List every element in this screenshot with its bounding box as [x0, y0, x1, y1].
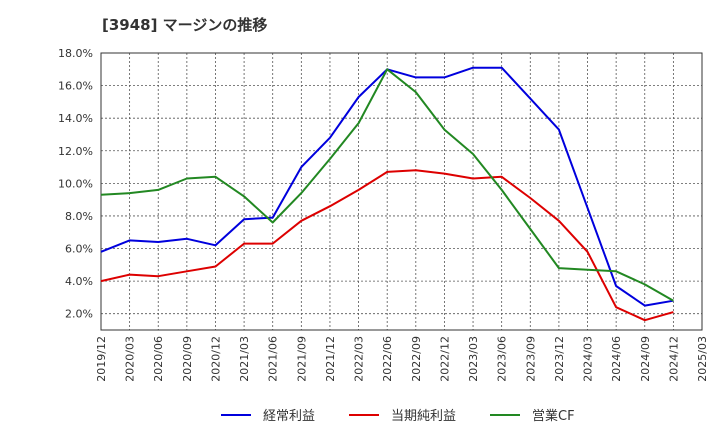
y-tick-label: 12.0% — [58, 145, 93, 158]
x-tick-label: 2020/06 — [152, 336, 165, 382]
y-axis-ticks: 2.0% 4.0% 6.0% 8.0% 10.0% 12.0% 14.0% 16.0% 18.0… — [58, 47, 93, 321]
legend-label-1: 当期純利益 — [391, 409, 456, 424]
x-tick-label: 2023/09 — [524, 336, 537, 382]
x-tick-label: 2023/03 — [467, 336, 480, 382]
grid-lines — [101, 52, 702, 330]
y-tick-label: 6.0% — [65, 243, 93, 256]
x-tick-label: 2021/06 — [267, 336, 280, 382]
series-line-1 — [100, 169, 674, 322]
x-tick-label: 2024/06 — [610, 336, 623, 382]
plot-frame — [100, 52, 703, 331]
x-tick-label: 2024/03 — [582, 336, 595, 382]
chart-title: [3948] マージンの推移 — [102, 16, 268, 34]
x-tick-label: 2022/06 — [381, 336, 394, 382]
x-tick-label: 2021/12 — [324, 336, 337, 382]
x-tick-label: 2020/03 — [124, 336, 137, 382]
x-tick-label: 2023/06 — [496, 336, 509, 382]
x-tick-label: 2024/09 — [639, 336, 652, 382]
y-tick-label: 10.0% — [58, 177, 93, 190]
legend-label-0: 経常利益 — [263, 409, 315, 424]
x-tick-label: 2024/12 — [667, 336, 680, 382]
x-tick-label: 2022/03 — [353, 336, 366, 382]
y-tick-label: 18.0% — [58, 47, 93, 60]
x-axis-ticks: 2019/12 2020/03 2020/06 2020/09 2020/12 2021/… — [95, 336, 709, 382]
series-lines — [100, 66, 674, 322]
x-tick-label: 2025/03 — [696, 336, 709, 382]
y-tick-label: 4.0% — [65, 275, 93, 288]
series-line-2 — [100, 68, 674, 302]
x-tick-label: 2021/09 — [295, 336, 308, 382]
x-tick-label: 2022/09 — [410, 336, 423, 382]
y-tick-label: 8.0% — [65, 210, 93, 223]
x-tick-label: 2020/12 — [209, 336, 222, 382]
y-tick-label: 14.0% — [58, 112, 93, 125]
x-tick-label: 2019/12 — [95, 336, 108, 382]
y-tick-label: 2.0% — [65, 308, 93, 321]
x-tick-label: 2022/12 — [438, 336, 451, 382]
legend: 経常利益 当期純利益 営業CF — [221, 408, 575, 424]
x-tick-label: 2023/12 — [553, 336, 566, 382]
legend-label-2: 営業CF — [532, 408, 575, 424]
x-tick-label: 2021/03 — [238, 336, 251, 382]
x-tick-label: 2020/09 — [181, 336, 194, 382]
y-tick-label: 16.0% — [58, 80, 93, 93]
